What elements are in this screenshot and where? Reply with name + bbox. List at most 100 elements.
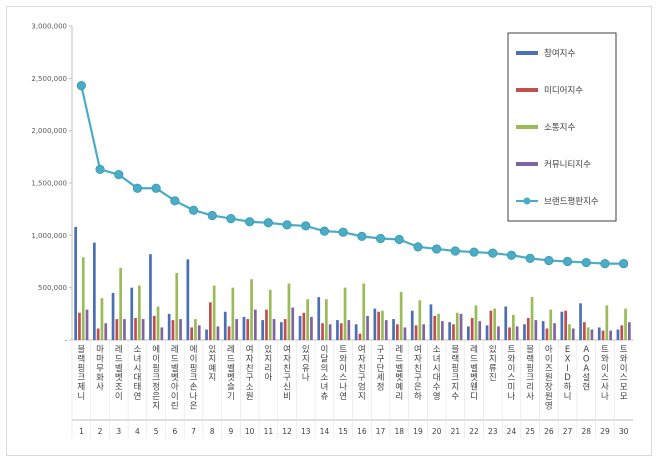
bar (504, 306, 508, 340)
rank-label: 9 (229, 427, 234, 436)
bar (291, 307, 295, 340)
bar (384, 320, 388, 340)
legend-label: 참여지수 (544, 48, 575, 59)
line-point (263, 218, 273, 228)
bar (343, 287, 347, 340)
rank-label: 15 (338, 427, 348, 436)
rank-label: 16 (357, 427, 367, 436)
bar (227, 326, 231, 340)
bar (175, 273, 179, 340)
bar (347, 320, 351, 340)
bar (508, 327, 511, 340)
bar (403, 327, 407, 340)
rank-label: 6 (172, 427, 177, 436)
bar (254, 309, 257, 340)
bar (470, 318, 474, 340)
line-point (95, 164, 105, 174)
bar (190, 327, 193, 340)
bar (418, 300, 422, 340)
bar (512, 314, 515, 340)
bar (321, 323, 324, 340)
bar (336, 320, 339, 340)
bar (568, 324, 571, 340)
line-point (76, 81, 86, 91)
bar (523, 324, 526, 340)
bar (130, 287, 134, 340)
rank-label: 18 (394, 427, 404, 436)
bar (366, 315, 369, 340)
bar (167, 313, 171, 340)
bar (597, 327, 601, 340)
legend-label: 브랜드평판지수 (544, 196, 599, 207)
bar (399, 291, 403, 340)
bar (362, 283, 366, 340)
legend-swatch (516, 51, 538, 55)
rank-label: 30 (619, 427, 629, 436)
rank-label: 19 (413, 427, 423, 436)
bar (317, 297, 321, 340)
bar (560, 311, 564, 340)
y-tick-label: 2,500,000 (31, 75, 67, 83)
bar (441, 321, 444, 340)
legend-label: 미디어지수 (544, 85, 583, 96)
bar (302, 312, 306, 340)
line-point (170, 196, 180, 206)
line-point (413, 242, 423, 252)
line-point (132, 183, 143, 193)
bar (396, 324, 399, 340)
bar (223, 311, 227, 340)
legend-swatch (516, 125, 538, 129)
bar (85, 309, 89, 340)
legend-swatch (516, 88, 538, 92)
line-point (600, 258, 610, 269)
bar (74, 226, 77, 340)
bar (624, 308, 627, 340)
legend-swatch (523, 197, 531, 205)
bar (250, 279, 253, 340)
line-point (226, 213, 236, 224)
bar (81, 257, 85, 340)
y-tick-label: 2,000,000 (31, 127, 67, 135)
rank-label: 2 (98, 427, 103, 436)
bar (268, 289, 272, 340)
rank-label: 29 (600, 427, 610, 436)
rank-label: 1 (79, 427, 84, 436)
rank-label: 11 (264, 427, 274, 436)
rank-label: 20 (432, 427, 442, 436)
rank-label: 28 (581, 427, 591, 436)
bar (111, 292, 115, 340)
bar (242, 316, 246, 340)
bar (452, 324, 455, 340)
bar (541, 321, 545, 340)
bar (605, 305, 609, 340)
bar (628, 322, 631, 340)
bar (156, 306, 160, 340)
line-point (469, 247, 479, 257)
line-point (357, 231, 367, 241)
bar (119, 267, 122, 340)
bar (231, 287, 235, 340)
bar (280, 322, 283, 340)
legend-label: 커뮤니티지수 (544, 159, 591, 170)
line-point (338, 227, 348, 237)
bar (272, 319, 276, 340)
rank-label: 24 (507, 427, 517, 436)
bar (609, 330, 612, 340)
bar (586, 327, 590, 340)
bar (564, 310, 567, 340)
line-point (394, 234, 404, 245)
bar (467, 326, 470, 340)
bar (235, 319, 238, 340)
y-tick-label: 1,000,000 (31, 232, 67, 240)
rank-label: 27 (563, 427, 573, 436)
